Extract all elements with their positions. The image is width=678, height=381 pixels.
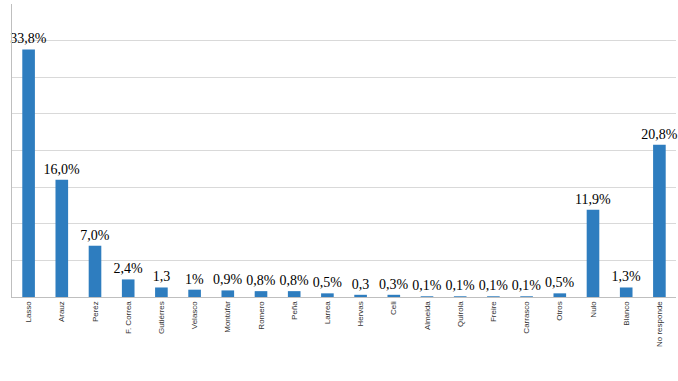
svg-text:0,3%: 0,3% xyxy=(379,277,409,292)
svg-text:0,5%: 0,5% xyxy=(545,275,575,290)
svg-text:1%: 1% xyxy=(185,272,204,287)
svg-text:Larrea: Larrea xyxy=(323,301,332,325)
svg-text:0,1%: 0,1% xyxy=(445,278,475,293)
svg-text:Hervas: Hervas xyxy=(356,301,365,326)
svg-text:Montúfar: Montúfar xyxy=(223,301,232,333)
svg-text:Otros: Otros xyxy=(555,301,564,321)
svg-text:Velasco: Velasco xyxy=(190,301,199,330)
svg-text:Gutiérres: Gutiérres xyxy=(157,301,166,334)
svg-text:0,1%: 0,1% xyxy=(512,278,542,293)
svg-text:2,4%: 2,4% xyxy=(113,261,143,276)
svg-text:16,0%: 16,0% xyxy=(44,162,81,177)
svg-text:0,9%: 0,9% xyxy=(213,272,243,287)
svg-text:Romero: Romero xyxy=(257,301,266,330)
svg-text:0,1%: 0,1% xyxy=(479,278,509,293)
svg-text:Peña: Peña xyxy=(290,301,299,320)
svg-text:7,0%: 7,0% xyxy=(80,228,110,243)
svg-text:Lasso: Lasso xyxy=(24,301,33,323)
svg-text:0,1%: 0,1% xyxy=(412,278,442,293)
svg-text:No responde: No responde xyxy=(655,301,664,347)
svg-text:0,3: 0,3 xyxy=(352,277,370,292)
svg-text:0,8%: 0,8% xyxy=(279,273,309,288)
svg-text:Peréz: Peréz xyxy=(91,301,100,322)
svg-text:20,8%: 20,8% xyxy=(641,127,678,142)
svg-text:33,8%: 33,8% xyxy=(10,31,47,46)
svg-text:1,3: 1,3 xyxy=(153,269,171,284)
svg-text:Almeida: Almeida xyxy=(423,301,432,330)
svg-text:0,8%: 0,8% xyxy=(246,273,276,288)
svg-text:11,9%: 11,9% xyxy=(575,192,611,207)
svg-text:Quirola: Quirola xyxy=(456,301,465,327)
svg-text:Nulo: Nulo xyxy=(589,301,598,318)
svg-text:0,5%: 0,5% xyxy=(313,275,343,290)
svg-text:Arauz: Arauz xyxy=(57,301,66,322)
svg-text:1,3%: 1,3% xyxy=(611,269,641,284)
svg-text:Freire: Freire xyxy=(489,301,498,322)
svg-text:F. Correa: F. Correa xyxy=(124,301,133,334)
svg-text:Carrasco: Carrasco xyxy=(522,301,531,334)
svg-text:Celi: Celi xyxy=(389,301,398,315)
svg-text:Blanco: Blanco xyxy=(622,301,631,326)
